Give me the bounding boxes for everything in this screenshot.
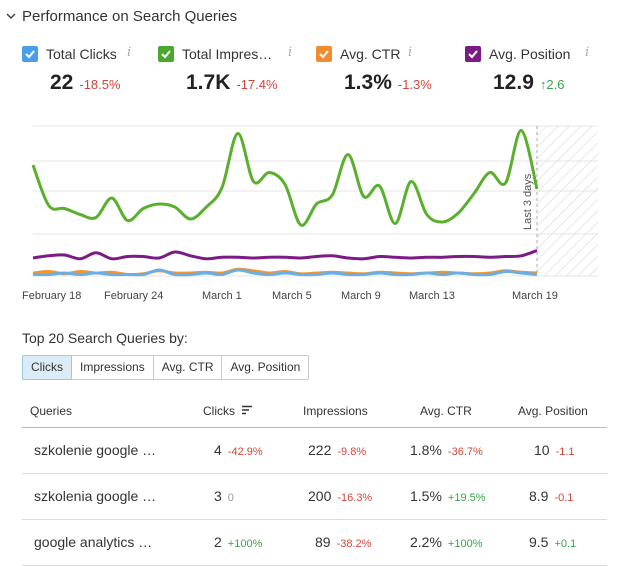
metric-value: 1.3% (344, 71, 392, 94)
metric-label: Total Clicks (46, 46, 117, 62)
position-cell: 9.5 +0.1 (529, 534, 577, 550)
table-header: Queries Clicks Impressions Avg. CTR Avg.… (22, 395, 607, 428)
metric-value: 1.7K (186, 71, 231, 94)
section-header[interactable]: Performance on Search Queries (4, 6, 237, 26)
x-tick-label: February 24 (104, 290, 163, 302)
ctr-cell: 1.5% +19.5% (410, 488, 486, 504)
impressions-cell: 222 -9.8% (308, 442, 367, 458)
info-icon[interactable]: i (288, 45, 293, 60)
metric-value: 12.9 (493, 71, 534, 94)
position-cell: 8.9 -0.1 (529, 488, 574, 504)
tab-impressions[interactable]: Impressions (72, 355, 154, 380)
col-avg-ctr[interactable]: Avg. CTR (420, 404, 472, 418)
table-row[interactable]: google analytics … 2 +100% 89 -38.2% 2.2% +… (22, 520, 607, 566)
check-icon (319, 50, 329, 59)
x-tick-label: March 9 (341, 290, 381, 302)
clicks-cell: 2 +100% (214, 534, 263, 550)
chevron-down-icon[interactable] (4, 9, 18, 23)
page-title: Performance on Search Queries (22, 7, 238, 25)
x-tick-label: February 18 (22, 290, 81, 302)
tab-clicks[interactable]: Clicks (22, 355, 72, 380)
table-row[interactable]: szkolenie google … 4 -42.9% 222 -9.8% 1.8%… (22, 428, 607, 474)
col-impressions[interactable]: Impressions (303, 404, 368, 418)
clicks-cell: 4 -42.9% (214, 442, 263, 458)
x-tick-label: March 1 (202, 290, 242, 302)
query-text[interactable]: google analytics … (34, 534, 153, 550)
metric-change: ↑2.6 (539, 77, 565, 92)
info-icon[interactable]: i (127, 45, 132, 60)
info-icon[interactable]: i (585, 45, 590, 60)
queries-table: Queries Clicks Impressions Avg. CTR Avg.… (22, 395, 607, 566)
metric-change: -17.4% (236, 77, 278, 92)
metric-value: 22 (50, 71, 74, 94)
metric-total-clicks: Total Clicks i 22 -18.5% (22, 45, 162, 94)
metric-avg-ctr: Avg. CTR i 1.3% -1.3% (316, 45, 456, 94)
last-3-days-label: Last 3 days (522, 173, 534, 230)
metric-label: Avg. CTR (340, 46, 401, 62)
metric-label: Total Impres… (182, 46, 273, 62)
check-icon (25, 50, 35, 59)
series-line-avg-position (32, 249, 538, 261)
performance-chart[interactable]: Last 3 days February 18 February 24 March … (0, 118, 622, 308)
position-cell: 10 -1.1 (534, 442, 575, 458)
metric-avg-position: Avg. Position i 12.9 ↑2.6 (465, 45, 605, 94)
metrics-row: Total Clicks i 22 -18.5% Total Impres… i… (22, 45, 602, 105)
col-clicks-label: Clicks (203, 404, 235, 418)
metric-total-impressions: Total Impres… i 1.7K -17.4% (158, 45, 298, 94)
check-icon (468, 50, 478, 59)
ctr-cell: 2.2% +100% (410, 534, 483, 550)
metric-label: Avg. Position (489, 46, 571, 62)
series-line-total-clicks (32, 268, 538, 277)
queries-heading: Top 20 Search Queries by: (22, 330, 188, 346)
query-text[interactable]: szkolenia google … (34, 488, 157, 504)
sort-icon[interactable] (241, 405, 253, 415)
check-icon (161, 50, 171, 59)
checkbox-total-clicks[interactable] (22, 46, 38, 62)
impressions-cell: 200 -16.3% (308, 488, 373, 504)
impressions-cell: 89 -38.2% (315, 534, 372, 550)
col-avg-position[interactable]: Avg. Position (518, 404, 588, 418)
query-text[interactable]: szkolenie google … (34, 442, 157, 458)
checkbox-total-impressions[interactable] (158, 46, 174, 62)
tab-avg-position[interactable]: Avg. Position (222, 355, 310, 380)
col-queries[interactable]: Queries (30, 404, 73, 418)
metric-change: -18.5% (79, 77, 121, 92)
checkbox-avg-ctr[interactable] (316, 46, 332, 62)
last-3-days-hatch (537, 126, 598, 276)
ctr-cell: 1.8% -36.7% (410, 442, 483, 458)
info-icon[interactable]: i (408, 45, 413, 60)
metric-change: -1.3% (397, 77, 432, 92)
queries-tabs: Clicks Impressions Avg. CTR Avg. Positio… (22, 355, 310, 380)
tab-avg-ctr[interactable]: Avg. CTR (153, 355, 223, 380)
x-tick-label: March 19 (512, 290, 558, 302)
x-tick-label: March 13 (409, 290, 455, 302)
x-tick-label: March 5 (272, 290, 312, 302)
col-clicks[interactable]: Clicks (203, 404, 253, 418)
series-line-total-impressions (31, 128, 539, 227)
checkbox-avg-position[interactable] (465, 46, 481, 62)
